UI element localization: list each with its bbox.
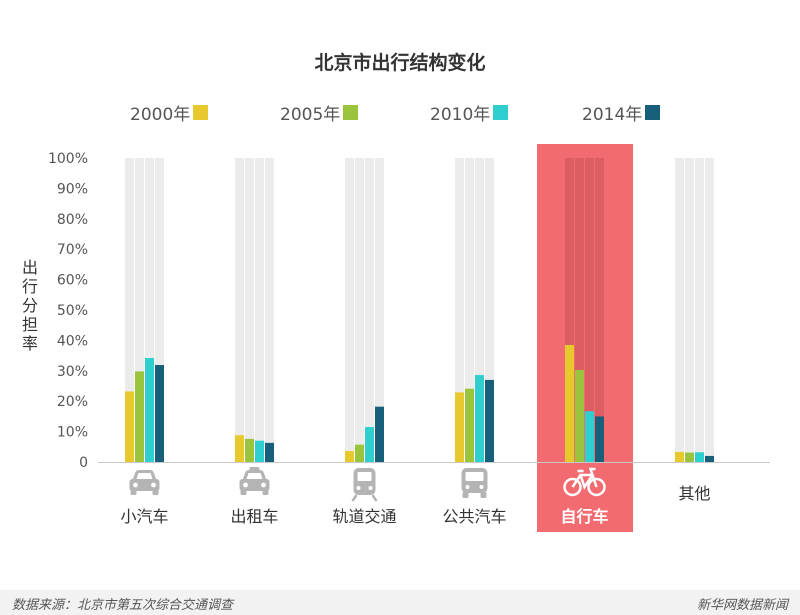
category-label: 小汽车 <box>120 507 168 526</box>
bar <box>375 406 384 462</box>
category-label: 出租车 <box>230 507 278 526</box>
bar <box>485 379 494 462</box>
bar-track <box>705 158 714 462</box>
y-tick-label: 30% <box>57 364 88 380</box>
bar <box>155 365 164 462</box>
bar-track <box>595 158 604 462</box>
bar-track <box>265 158 274 462</box>
legend-item-2005: 2005年 <box>280 100 359 125</box>
bar-track <box>355 158 364 462</box>
bar <box>465 388 474 462</box>
bar-track <box>345 158 354 462</box>
category-label: 公共汽车 <box>442 507 506 526</box>
bar <box>675 451 684 462</box>
bar <box>145 358 154 462</box>
y-tick-label: 50% <box>57 303 88 319</box>
bar-track <box>465 158 474 462</box>
y-tick-label: 70% <box>57 242 88 258</box>
taxi-icon <box>239 467 270 495</box>
bar <box>565 344 574 462</box>
legend-item-2014: 2014年 <box>582 100 661 125</box>
y-tick-label: 80% <box>57 212 88 228</box>
bar-track <box>675 158 684 462</box>
car-icon <box>129 470 160 495</box>
bar-track <box>125 158 134 462</box>
bar <box>265 442 274 462</box>
bar-track <box>565 158 574 462</box>
legend-swatch <box>493 104 509 120</box>
brand-credit: 新华网数据新闻 <box>696 598 788 613</box>
bar-track <box>365 158 374 462</box>
legend-label: 2010年 <box>430 104 491 125</box>
bar-track <box>235 158 244 462</box>
y-tick-label: 20% <box>57 394 88 410</box>
bar <box>585 411 594 462</box>
y-tick-label: 0 <box>79 455 88 471</box>
bar-track <box>455 158 464 462</box>
legend-swatch <box>645 104 661 120</box>
bar <box>245 438 254 462</box>
highlight-panel <box>537 144 633 532</box>
y-tick-label: 40% <box>57 333 88 349</box>
category-label: 其他 <box>678 484 710 503</box>
category-label: 自行车 <box>560 507 608 526</box>
y-tick-label: 90% <box>57 181 88 197</box>
legend-label: 2005年 <box>280 104 341 125</box>
bar-track <box>255 158 264 462</box>
bar-track <box>375 158 384 462</box>
footer: 数据来源：北京市第五次综合交通调查 新华网数据新闻 <box>0 590 800 615</box>
legend-item-2000: 2000年 <box>130 100 209 125</box>
y-tick-label: 10% <box>57 425 88 441</box>
bar <box>595 416 604 462</box>
bar-track <box>475 158 484 462</box>
legend-swatch <box>343 104 359 120</box>
y-tick-label: 100% <box>48 151 88 167</box>
bar-track <box>245 158 254 462</box>
bar <box>475 375 484 462</box>
category-label: 轨道交通 <box>332 507 396 526</box>
bar <box>135 371 144 462</box>
bus-icon <box>461 468 488 498</box>
bar-track <box>575 158 584 462</box>
bicycle-icon <box>563 467 606 497</box>
data-source: 数据来源：北京市第五次综合交通调查 <box>12 598 234 613</box>
bar <box>695 452 704 462</box>
bar-track <box>145 158 154 462</box>
bar-track <box>155 158 164 462</box>
bar <box>705 455 714 462</box>
y-axis-label: 出行分担率 <box>21 258 38 353</box>
bar <box>575 369 584 462</box>
bar <box>685 452 694 462</box>
legend-label: 2000年 <box>130 104 191 125</box>
legend-item-2010: 2010年 <box>430 100 509 125</box>
bar <box>455 392 464 462</box>
bar <box>255 440 264 462</box>
bar-track <box>685 158 694 462</box>
bar <box>125 391 134 462</box>
bar-chart: 0 10% 20% 30% 40% 50% 60% 70% 80% 90% 100% 小汽车 出租车 轨道… <box>48 144 770 532</box>
bar <box>365 427 374 462</box>
bar-track <box>585 158 594 462</box>
train-icon <box>351 468 378 502</box>
bar-track <box>135 158 144 462</box>
bar <box>345 451 354 462</box>
legend-label: 2014年 <box>582 104 643 125</box>
y-tick-label: 60% <box>57 273 88 289</box>
legend-swatch <box>193 104 209 120</box>
bar-track <box>485 158 494 462</box>
bar-track <box>695 158 704 462</box>
bar <box>235 435 244 462</box>
chart-title: 北京市出行结构变化 <box>314 52 486 74</box>
bar <box>355 444 364 462</box>
